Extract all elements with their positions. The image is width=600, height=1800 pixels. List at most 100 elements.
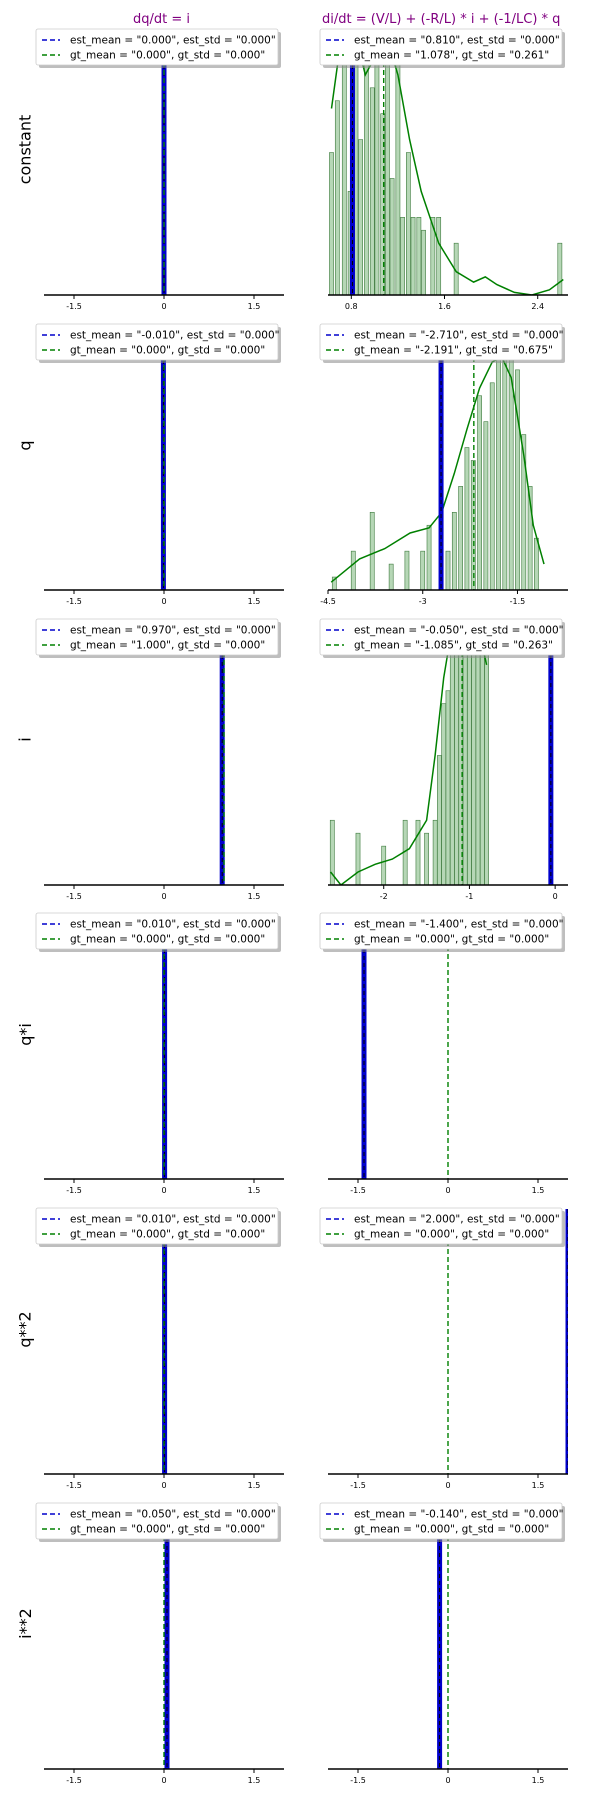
legend-box bbox=[319, 618, 563, 656]
plot-area bbox=[361, 914, 449, 1179]
gt-histogram-bar bbox=[445, 550, 451, 590]
x-tick-label: -1.5 bbox=[66, 1481, 82, 1490]
gt-histogram-bar bbox=[441, 703, 447, 885]
plot-area bbox=[437, 1504, 449, 1769]
legend: est_mean = "0.000", est_std = "0.000" gt_… bbox=[35, 28, 281, 68]
plot-area bbox=[162, 1209, 168, 1474]
est-distribution-bar bbox=[548, 620, 554, 885]
gt-histogram-bar bbox=[508, 330, 514, 590]
legend-gt-label: gt_mean = "0.000", gt_std = "0.000" bbox=[70, 1524, 265, 1536]
legend: est_mean = "2.000", est_std = "0.000" gt_… bbox=[319, 1207, 565, 1247]
gt-histogram-bar bbox=[454, 651, 459, 885]
x-tick-label: 0.8 bbox=[345, 302, 358, 311]
legend-box bbox=[319, 323, 563, 361]
gt-histogram-bar bbox=[329, 819, 335, 885]
subplot-0-1: 0.8 1.6 2.4 est_mean = "0.810", est_std = "… bbox=[319, 28, 568, 311]
gt-histogram-bar bbox=[502, 330, 508, 590]
plot-area bbox=[160, 325, 166, 590]
gt-histogram-bar bbox=[341, 35, 347, 295]
legend-est-label: est_mean = "0.050", est_std = "0.000" bbox=[70, 1509, 276, 1521]
legend-est-label: est_mean = "0.970", est_std = "0.000" bbox=[70, 625, 276, 637]
gt-histogram-bar bbox=[350, 550, 356, 590]
subplot-5-0: -1.5 0 1.5 est_mean = "0.050", est_std = "0… bbox=[35, 1502, 284, 1785]
gt-histogram-bar bbox=[380, 113, 386, 295]
legend-gt-label: gt_mean = "0.000", gt_std = "0.000" bbox=[70, 1229, 265, 1241]
gt-histogram-bar bbox=[410, 217, 416, 295]
gt-histogram-bar bbox=[475, 625, 481, 885]
gt-histogram-bar bbox=[369, 511, 375, 590]
subplot-4-0: -1.5 0 1.5 est_mean = "0.010", est_std = "0… bbox=[35, 1207, 284, 1490]
legend-est-label: est_mean = "0.010", est_std = "0.000" bbox=[70, 919, 276, 931]
gt-histogram-bar bbox=[458, 486, 463, 590]
gt-histogram-bar bbox=[420, 550, 426, 590]
x-tick-label: 1.5 bbox=[248, 1776, 261, 1785]
plot-area bbox=[219, 620, 225, 885]
legend-gt-label: gt_mean = "1.078", gt_std = "0.261" bbox=[354, 50, 549, 62]
gt-histogram-bar bbox=[421, 229, 426, 295]
legend: est_mean = "0.810", est_std = "0.000" gt_… bbox=[319, 28, 565, 68]
subplot-2-0: -1.5 0 1.5 est_mean = "0.970", est_std = "0… bbox=[35, 618, 284, 901]
est-distribution-bar bbox=[361, 914, 367, 1179]
legend-gt-label: gt_mean = "-1.085", gt_std = "0.263" bbox=[354, 640, 553, 652]
x-tick-label: -1.5 bbox=[350, 1776, 366, 1785]
est-distribution-bar bbox=[437, 1504, 443, 1769]
gt-histogram-bar bbox=[334, 100, 340, 295]
legend-est-label: est_mean = "0.000", est_std = "0.000" bbox=[70, 35, 276, 47]
gt-histogram-bar bbox=[389, 178, 395, 295]
gt-histogram-bar bbox=[432, 819, 438, 885]
plot-area bbox=[447, 1209, 568, 1474]
legend-gt-label: gt_mean = "0.000", gt_std = "0.000" bbox=[354, 934, 549, 946]
gt-histogram-bar bbox=[430, 217, 436, 295]
legend-box bbox=[35, 28, 279, 66]
legend: est_mean = "-2.710", est_std = "0.000" gt… bbox=[319, 323, 565, 363]
gt-histogram-bar bbox=[451, 511, 457, 590]
subplot-0-0: -1.5 0 1.5 est_mean = "0.000", est_std = "0… bbox=[35, 28, 284, 311]
legend-box bbox=[319, 1502, 563, 1540]
plot-area bbox=[161, 30, 167, 295]
legend-gt-label: gt_mean = "-2.191", gt_std = "0.675" bbox=[354, 345, 553, 357]
x-tick-label: 1.5 bbox=[532, 1481, 545, 1490]
legend-box bbox=[35, 323, 279, 361]
x-tick-label: 0 bbox=[445, 1186, 450, 1195]
x-tick-label: -4.5 bbox=[320, 597, 336, 606]
x-tick-label: 0 bbox=[161, 1776, 166, 1785]
x-tick-label: -1.5 bbox=[66, 302, 82, 311]
plot-area bbox=[163, 1504, 170, 1769]
gt-histogram-bar bbox=[400, 217, 405, 295]
gt-histogram-bar bbox=[483, 421, 489, 590]
x-tick-label: 0 bbox=[161, 892, 166, 901]
x-tick-label: -1.5 bbox=[510, 597, 526, 606]
legend-gt-label: gt_mean = "1.000", gt_std = "0.000" bbox=[70, 640, 265, 652]
x-tick-label: -1.5 bbox=[66, 597, 82, 606]
gt-histogram-bar bbox=[436, 217, 442, 295]
legend-est-label: est_mean = "-0.010", est_std = "0.000" bbox=[70, 330, 279, 342]
x-tick-label: -1.5 bbox=[350, 1186, 366, 1195]
legend-gt-label: gt_mean = "0.000", gt_std = "0.000" bbox=[354, 1229, 549, 1241]
plot-area bbox=[329, 620, 554, 885]
x-tick-label: 0 bbox=[445, 1481, 450, 1490]
subplot-1-1: -4.5 -3 -1.5 est_mean = "-2.710", est_std =… bbox=[319, 323, 568, 606]
legend-gt-label: gt_mean = "0.000", gt_std = "0.000" bbox=[354, 1524, 549, 1536]
legend-box bbox=[319, 28, 563, 66]
legend-box bbox=[35, 912, 279, 950]
gt-histogram-bar bbox=[385, 35, 390, 295]
est-distribution-bar bbox=[565, 1209, 568, 1474]
gt-histogram-bar bbox=[489, 382, 495, 590]
gt-histogram-bar bbox=[415, 819, 421, 885]
gt-histogram-bar bbox=[369, 87, 375, 295]
est-distribution-bar bbox=[219, 620, 225, 885]
legend-box bbox=[35, 1502, 279, 1540]
legend-gt-label: gt_mean = "0.000", gt_std = "0.000" bbox=[70, 345, 265, 357]
x-tick-label: 1.5 bbox=[532, 1776, 545, 1785]
x-tick-label: -1.5 bbox=[66, 1186, 82, 1195]
gt-histogram-bar bbox=[388, 563, 394, 590]
gt-histogram-bar bbox=[445, 690, 451, 885]
gt-histogram-bar bbox=[355, 832, 361, 885]
gt-histogram-bar bbox=[424, 832, 429, 885]
x-tick-label: 2.4 bbox=[531, 302, 544, 311]
plot-area bbox=[329, 30, 564, 295]
x-tick-label: 1.5 bbox=[532, 1186, 545, 1195]
x-tick-label: 0 bbox=[161, 1481, 166, 1490]
x-tick-label: 0 bbox=[161, 597, 166, 606]
